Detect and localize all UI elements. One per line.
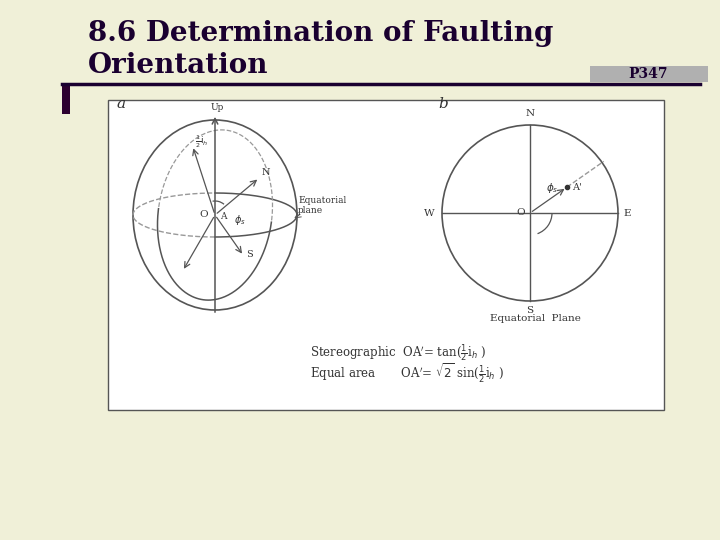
Bar: [108, 100, 664, 410]
Text: Equatorial  Plane: Equatorial Plane: [490, 314, 580, 323]
Text: Orientation: Orientation: [88, 52, 269, 79]
Text: Equal area       OA$^{\prime}$= $\sqrt{2}$ sin($\frac{1}{2}$i$_h$ ): Equal area OA$^{\prime}$= $\sqrt{2}$ sin…: [310, 362, 504, 385]
Text: O: O: [516, 208, 525, 217]
Text: S: S: [526, 306, 534, 315]
Text: Equatorial
plane: Equatorial plane: [298, 196, 346, 215]
Text: $\frac{1}{2}$i$_h$: $\frac{1}{2}$i$_h$: [195, 133, 209, 150]
Text: S: S: [246, 250, 253, 259]
Bar: [590, 66, 708, 82]
Text: E: E: [623, 208, 631, 218]
Text: 8.6 Determination of Faulting: 8.6 Determination of Faulting: [88, 20, 554, 47]
Text: A: A: [220, 212, 227, 221]
Text: A': A': [572, 183, 582, 192]
Text: P347: P347: [629, 67, 667, 81]
Text: Stereographic  OA$^{\prime}$= tan($\frac{1}{2}$i$_h$ ): Stereographic OA$^{\prime}$= tan($\frac{…: [310, 342, 486, 363]
Bar: [62, 84, 70, 114]
Text: a: a: [116, 97, 125, 111]
Text: N: N: [526, 109, 534, 118]
Text: $\phi_s$: $\phi_s$: [234, 213, 246, 227]
Text: Up: Up: [210, 103, 224, 112]
Text: O: O: [199, 210, 207, 219]
Text: $\phi_s$: $\phi_s$: [546, 181, 559, 195]
Text: b: b: [438, 97, 448, 111]
Text: W: W: [424, 208, 435, 218]
Text: N: N: [261, 168, 270, 177]
